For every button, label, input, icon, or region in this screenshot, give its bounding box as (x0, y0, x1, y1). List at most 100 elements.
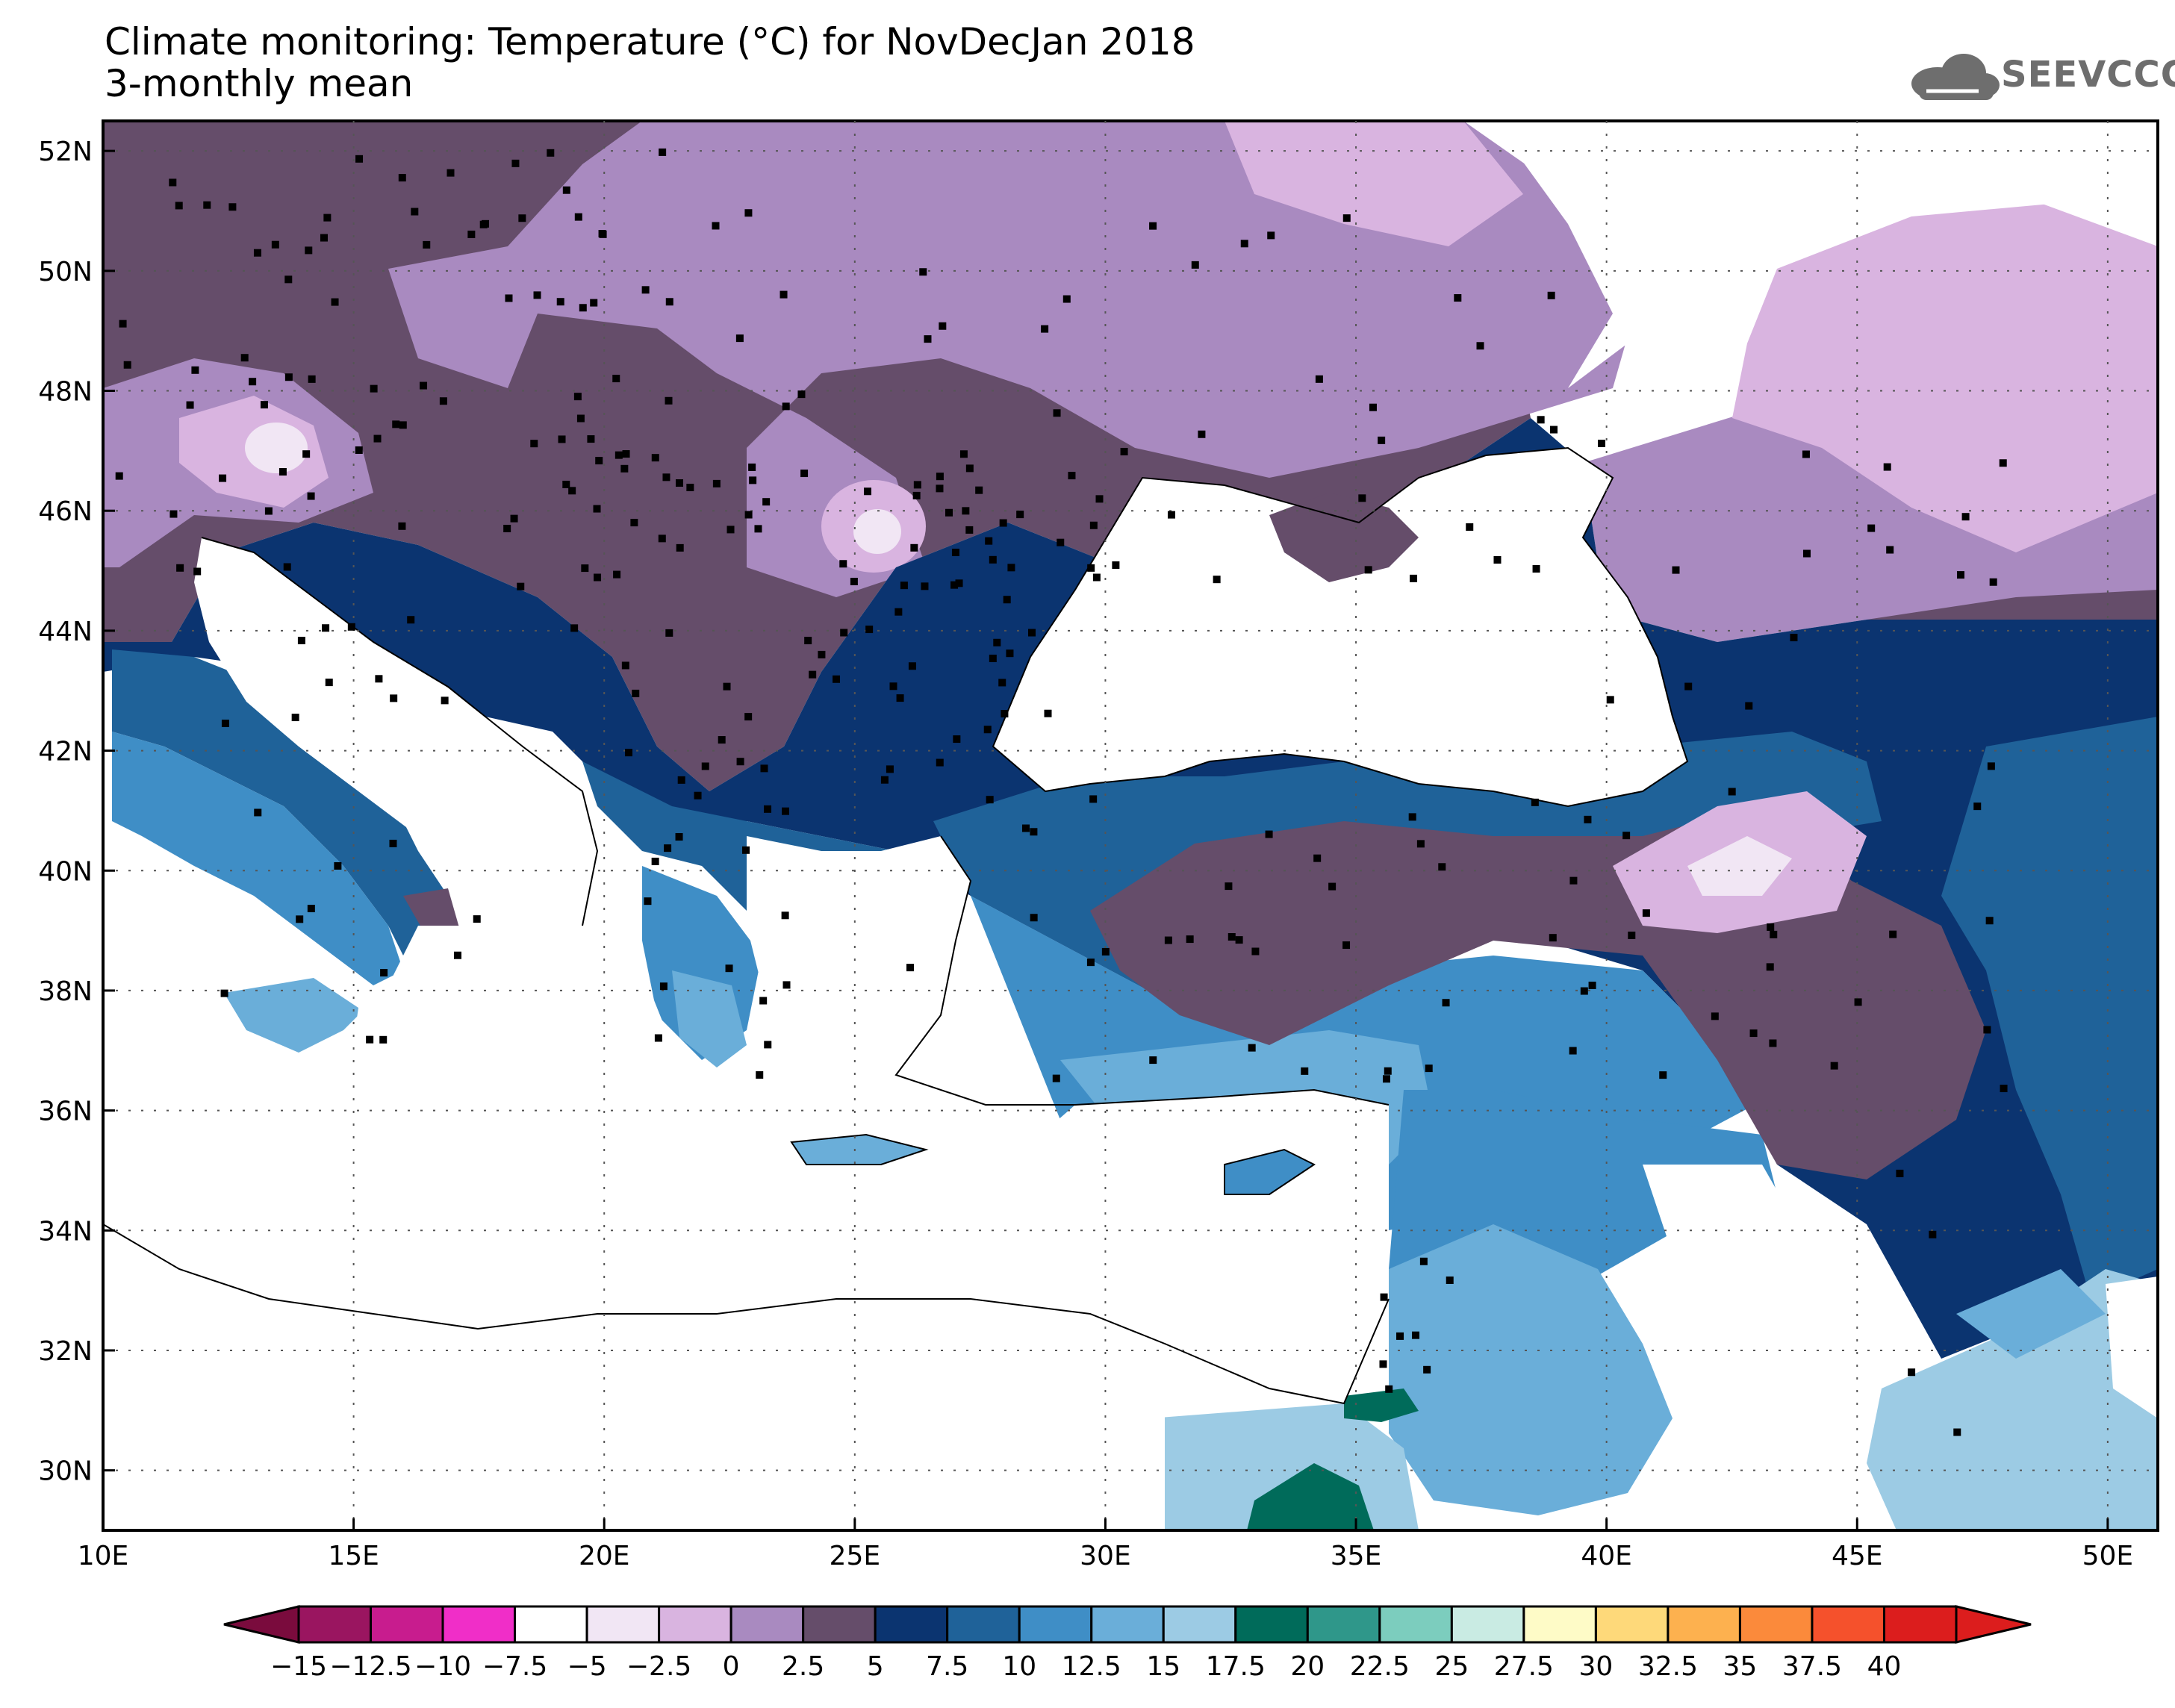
colorbar-label: −15 (270, 1651, 327, 1682)
station-marker (1983, 1026, 1991, 1034)
colorbar-segment (1162, 1605, 1237, 1644)
station-marker (965, 526, 974, 534)
station-marker (1867, 524, 1876, 532)
station-marker (1580, 987, 1588, 995)
colorbar-segment (1882, 1605, 1958, 1644)
tick-label-lon: 40E (1581, 1541, 1632, 1571)
station-marker (1240, 240, 1248, 248)
station-marker (511, 159, 520, 167)
station-marker (307, 492, 315, 500)
colorbar-label: 12.5 (1062, 1651, 1121, 1682)
station-marker (1770, 930, 1778, 938)
station-marker (1342, 214, 1351, 222)
station-marker (989, 654, 997, 662)
station-marker (355, 446, 363, 454)
station-marker (736, 758, 744, 766)
station-marker (175, 202, 183, 210)
station-marker (889, 682, 897, 691)
station-marker (651, 454, 659, 462)
field-minus5-minus2.5-west (245, 423, 308, 473)
station-marker (818, 650, 826, 658)
station-marker (398, 522, 406, 530)
field-12.5-15-iraq (1956, 1269, 2106, 1359)
station-marker (576, 414, 585, 423)
station-marker (1987, 762, 1995, 770)
station-marker (1358, 494, 1366, 502)
station-marker (894, 608, 903, 616)
station-marker (632, 689, 640, 697)
field-minus2.5-0-east (1225, 121, 1523, 246)
station-marker (840, 629, 848, 637)
station-marker (1728, 788, 1736, 796)
station-marker (1167, 511, 1175, 519)
station-marker (481, 219, 489, 228)
station-marker (587, 435, 595, 443)
station-marker (1385, 1385, 1393, 1393)
colorbar-label: −12.5 (329, 1651, 411, 1682)
crete (791, 1135, 926, 1165)
station-marker (1062, 295, 1071, 303)
station-marker (1766, 963, 1774, 971)
station-marker (169, 178, 177, 187)
station-marker (936, 758, 944, 767)
station-marker (1041, 325, 1049, 333)
station-marker (1007, 564, 1015, 572)
africa-land (103, 1224, 1165, 1530)
station-marker (375, 675, 383, 683)
tick-label-lon: 20E (579, 1541, 630, 1571)
station-marker (331, 298, 339, 306)
title-line-2: 3-monthly mean (105, 62, 414, 105)
field-10-12.5-italy (112, 732, 403, 985)
khuzestan-gulf-white (2106, 1277, 2158, 1418)
colorbar-label: 25 (1434, 1651, 1469, 1682)
station-marker (1248, 1044, 1256, 1052)
colorbar-segment (1811, 1605, 1885, 1644)
station-marker (1628, 931, 1636, 939)
colorbar-label: 17.5 (1206, 1651, 1266, 1682)
station-marker (1164, 936, 1172, 944)
station-marker (240, 354, 249, 362)
station-marker (1089, 521, 1098, 529)
station-marker (467, 230, 476, 238)
station-marker (562, 186, 570, 194)
station-marker (800, 470, 809, 478)
tick-label-lat: 40N (38, 856, 93, 887)
station-marker (411, 208, 419, 216)
arabia-land (1643, 1165, 1882, 1403)
station-marker (574, 213, 582, 221)
colorbar-label: 27.5 (1494, 1651, 1554, 1682)
station-marker (454, 951, 462, 959)
station-marker (726, 526, 735, 534)
station-marker (999, 519, 1007, 527)
station-marker (593, 505, 601, 513)
station-marker (1378, 436, 1386, 444)
station-marker (1380, 1293, 1388, 1301)
station-marker (804, 637, 812, 645)
tick-label-lat: 42N (38, 737, 93, 767)
station-marker (169, 510, 178, 518)
station-marker (562, 480, 570, 488)
station-marker (2000, 1085, 2008, 1093)
station-marker (614, 451, 623, 459)
station-marker (1547, 291, 1555, 299)
coastlines (103, 446, 1689, 1405)
tick-label-lon: 45E (1832, 1541, 1883, 1571)
colorbar-label: 40 (1867, 1651, 1902, 1682)
colorbar-label: −2.5 (626, 1651, 691, 1682)
station-marker (998, 679, 1006, 687)
station-marker (1985, 917, 1994, 925)
station-marker (1313, 854, 1322, 862)
station-marker (664, 844, 672, 853)
station-marker (621, 661, 629, 670)
station-marker (1021, 824, 1030, 832)
station-marker (919, 268, 927, 276)
station-marker (686, 484, 694, 492)
colorbar-label: 15 (1146, 1651, 1180, 1682)
station-marker (581, 564, 589, 573)
station-marker (220, 989, 228, 997)
station-marker (1956, 571, 1964, 579)
station-marker (347, 623, 355, 631)
station-marker (1569, 1047, 1577, 1055)
colorbar-label: 5 (867, 1651, 884, 1682)
field-15-17.5-gulf (1867, 1269, 2158, 1530)
